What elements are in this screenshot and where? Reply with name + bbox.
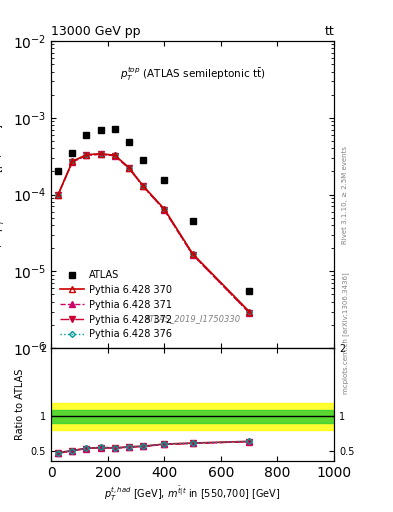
Pythia 6.428 376 — [84, 152, 89, 158]
Pythia 6.428 372 — [162, 207, 167, 213]
Text: Rivet 3.1.10, ≥ 2.5M events: Rivet 3.1.10, ≥ 2.5M events — [342, 145, 348, 244]
Y-axis label: d$^2\sigma$ / d p$_T^{t,had}$ d m$^{\bar{t}|t}$ [pb/GeV$^2$]: d$^2\sigma$ / d p$_T^{t,had}$ d m$^{\bar… — [0, 122, 7, 267]
Pythia 6.428 370 — [70, 158, 75, 164]
Pythia 6.428 370 — [112, 152, 117, 158]
Pythia 6.428 376 — [127, 164, 131, 170]
ATLAS — [70, 150, 75, 156]
Pythia 6.428 376 — [247, 308, 252, 314]
Pythia 6.428 372 — [84, 152, 89, 158]
Pythia 6.428 371 — [127, 165, 131, 172]
ATLAS — [56, 168, 61, 175]
ATLAS — [98, 126, 103, 133]
Pythia 6.428 376 — [141, 183, 145, 189]
Pythia 6.428 372 — [56, 191, 61, 198]
Pythia 6.428 371 — [70, 159, 75, 165]
Pythia 6.428 372 — [70, 159, 75, 165]
Pythia 6.428 372 — [98, 151, 103, 157]
Text: tt: tt — [324, 26, 334, 38]
Legend: ATLAS, Pythia 6.428 370, Pythia 6.428 371, Pythia 6.428 372, Pythia 6.428 376: ATLAS, Pythia 6.428 370, Pythia 6.428 37… — [56, 266, 176, 344]
Pythia 6.428 370 — [127, 164, 131, 170]
Pythia 6.428 370 — [98, 151, 103, 157]
Pythia 6.428 372 — [127, 165, 131, 172]
ATLAS — [247, 288, 252, 294]
Pythia 6.428 370 — [162, 206, 167, 212]
Text: mcplots.cern.ch [arXiv:1306.3436]: mcplots.cern.ch [arXiv:1306.3436] — [342, 272, 349, 394]
Pythia 6.428 372 — [190, 251, 195, 258]
Text: ATLAS_2019_I1750330: ATLAS_2019_I1750330 — [145, 314, 241, 324]
Pythia 6.428 376 — [70, 158, 75, 164]
Pythia 6.428 376 — [190, 250, 195, 257]
Pythia 6.428 370 — [56, 191, 61, 198]
Line: Pythia 6.428 371: Pythia 6.428 371 — [55, 152, 252, 315]
Line: ATLAS: ATLAS — [55, 125, 253, 295]
Pythia 6.428 371 — [190, 251, 195, 258]
Pythia 6.428 370 — [141, 183, 145, 189]
Text: 13000 GeV pp: 13000 GeV pp — [51, 26, 141, 38]
ATLAS — [141, 157, 145, 163]
ATLAS — [190, 218, 195, 224]
Pythia 6.428 370 — [190, 250, 195, 257]
Pythia 6.428 371 — [247, 310, 252, 316]
Line: Pythia 6.428 370: Pythia 6.428 370 — [55, 150, 253, 315]
Pythia 6.428 372 — [247, 310, 252, 316]
ATLAS — [84, 132, 89, 138]
Pythia 6.428 376 — [112, 152, 117, 158]
X-axis label: $p_T^{t,had}$ [GeV], $m^{\bar{t}|t}$ in [550,700] [GeV]: $p_T^{t,had}$ [GeV], $m^{\bar{t}|t}$ in … — [105, 485, 281, 503]
Pythia 6.428 376 — [56, 191, 61, 198]
Bar — [51, 410, 334, 423]
Pythia 6.428 370 — [247, 308, 252, 314]
Pythia 6.428 371 — [98, 151, 103, 157]
ATLAS — [127, 139, 131, 145]
Line: Pythia 6.428 376: Pythia 6.428 376 — [56, 152, 251, 314]
Pythia 6.428 371 — [112, 153, 117, 159]
Line: Pythia 6.428 372: Pythia 6.428 372 — [55, 152, 252, 315]
Bar — [51, 403, 334, 430]
Pythia 6.428 371 — [162, 207, 167, 213]
Pythia 6.428 376 — [162, 206, 167, 212]
Pythia 6.428 372 — [141, 183, 145, 189]
Pythia 6.428 371 — [84, 152, 89, 158]
Text: $p_T^{top}$ (ATLAS semileptonic t$\bar{\rm t}$): $p_T^{top}$ (ATLAS semileptonic t$\bar{\… — [120, 66, 265, 83]
Pythia 6.428 376 — [98, 151, 103, 157]
Pythia 6.428 371 — [141, 183, 145, 189]
Y-axis label: Ratio to ATLAS: Ratio to ATLAS — [15, 369, 25, 440]
ATLAS — [112, 125, 117, 132]
Pythia 6.428 371 — [56, 191, 61, 198]
ATLAS — [162, 177, 167, 183]
Pythia 6.428 372 — [112, 153, 117, 159]
Pythia 6.428 370 — [84, 152, 89, 158]
